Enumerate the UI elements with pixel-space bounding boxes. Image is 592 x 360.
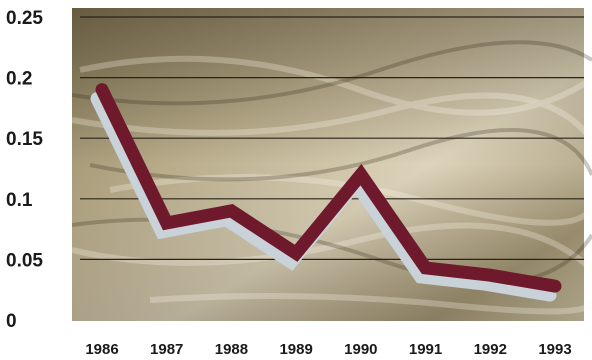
series-line	[95, 83, 562, 293]
x-axis-ticks: 1986 1987 1988 1989 1990 1991 1992 1993	[85, 341, 571, 358]
y-tick-label: 0.2	[6, 69, 32, 90]
plot-background	[71, 8, 592, 321]
x-tick-label: 1991	[409, 341, 442, 358]
y-tick-label: 0.15	[6, 129, 43, 150]
y-tick-label: 0	[6, 311, 17, 332]
x-tick-label: 1989	[279, 341, 312, 358]
y-tick-label: 0.25	[6, 8, 43, 29]
x-tick-label: 1987	[150, 341, 183, 358]
x-tick-label: 1993	[538, 341, 571, 358]
y-axis-ticks: 0 0.05 0.1 0.15 0.2 0.25	[6, 8, 43, 332]
series-group	[90, 83, 562, 302]
x-tick-label: 1992	[474, 341, 507, 358]
y-tick-label: 0.05	[6, 250, 43, 271]
y-tick-label: 0.1	[6, 190, 33, 211]
x-tick-label: 1988	[215, 341, 248, 358]
gridlines	[80, 16, 584, 260]
x-tick-label: 1990	[344, 341, 377, 358]
x-tick-label: 1986	[85, 341, 118, 358]
